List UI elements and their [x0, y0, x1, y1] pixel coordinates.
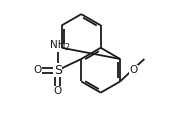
Text: NH: NH [50, 40, 65, 50]
Text: O: O [129, 65, 137, 75]
Text: O: O [54, 86, 62, 96]
Text: O: O [33, 65, 42, 75]
Text: 2: 2 [64, 43, 69, 52]
Text: S: S [54, 64, 62, 77]
